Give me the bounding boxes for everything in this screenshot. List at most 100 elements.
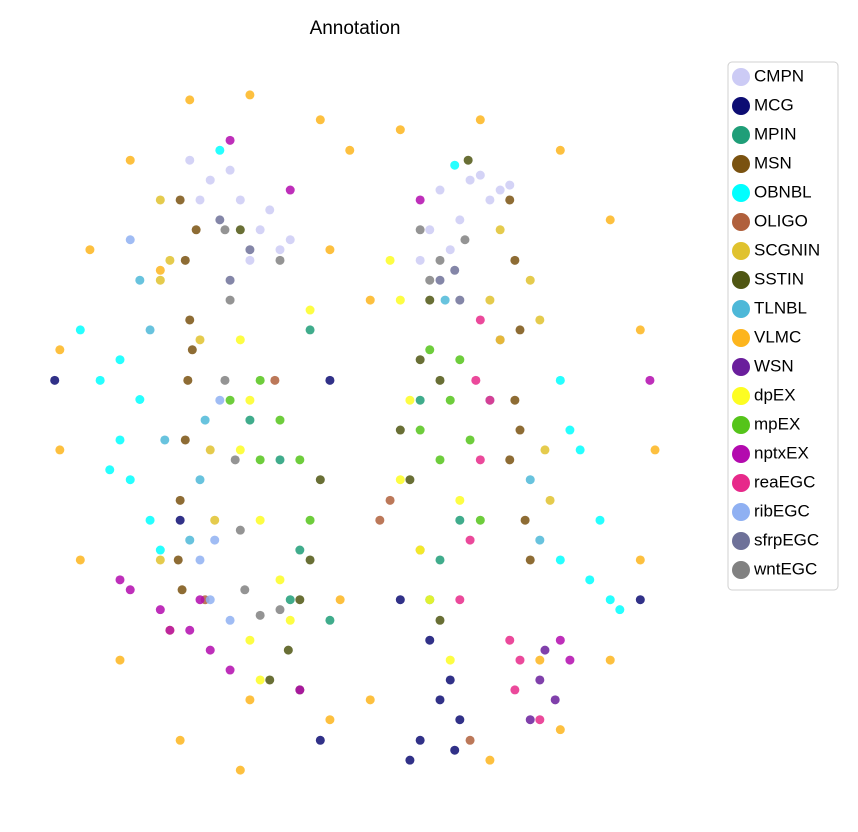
point bbox=[650, 445, 660, 455]
point bbox=[205, 595, 215, 605]
point bbox=[235, 225, 245, 235]
legend-label: CMPN bbox=[754, 66, 804, 85]
point bbox=[415, 545, 425, 555]
legend-marker bbox=[732, 329, 750, 347]
point bbox=[475, 315, 485, 325]
point bbox=[455, 355, 465, 365]
point bbox=[275, 605, 285, 615]
point bbox=[175, 515, 185, 525]
legend-label: mpEX bbox=[754, 414, 800, 433]
point bbox=[185, 95, 195, 105]
point bbox=[245, 90, 255, 100]
point bbox=[635, 595, 645, 605]
legend-marker bbox=[732, 213, 750, 231]
point bbox=[605, 215, 615, 225]
legend-label: sfrpEGC bbox=[754, 530, 819, 549]
point bbox=[225, 165, 235, 175]
point bbox=[535, 715, 545, 725]
point bbox=[425, 225, 435, 235]
point bbox=[540, 445, 550, 455]
point bbox=[210, 535, 220, 545]
point bbox=[55, 445, 65, 455]
point bbox=[125, 155, 135, 165]
point bbox=[215, 145, 225, 155]
point bbox=[510, 685, 520, 695]
point bbox=[475, 115, 485, 125]
point bbox=[215, 395, 225, 405]
point bbox=[450, 265, 460, 275]
point bbox=[405, 755, 415, 765]
point bbox=[415, 735, 425, 745]
point bbox=[75, 325, 85, 335]
point bbox=[295, 595, 305, 605]
point bbox=[515, 425, 525, 435]
point bbox=[220, 225, 230, 235]
point bbox=[495, 225, 505, 235]
point bbox=[455, 515, 465, 525]
point bbox=[305, 515, 315, 525]
point bbox=[325, 375, 335, 385]
point bbox=[505, 635, 515, 645]
point bbox=[125, 585, 135, 595]
point bbox=[510, 395, 520, 405]
point bbox=[505, 195, 515, 205]
point bbox=[485, 295, 495, 305]
point bbox=[160, 435, 170, 445]
point bbox=[165, 625, 175, 635]
point bbox=[155, 265, 165, 275]
point bbox=[515, 655, 525, 665]
point bbox=[295, 545, 305, 555]
legend-label: wntEGC bbox=[753, 559, 817, 578]
point bbox=[315, 115, 325, 125]
point bbox=[225, 395, 235, 405]
point bbox=[225, 615, 235, 625]
point bbox=[455, 595, 465, 605]
point bbox=[115, 575, 125, 585]
legend-marker bbox=[732, 155, 750, 173]
point bbox=[455, 295, 465, 305]
point bbox=[215, 215, 225, 225]
point bbox=[275, 255, 285, 265]
point bbox=[395, 475, 405, 485]
point bbox=[173, 555, 183, 565]
legend-label: SCGNIN bbox=[754, 240, 820, 259]
point bbox=[185, 315, 195, 325]
point bbox=[535, 535, 545, 545]
point bbox=[125, 235, 135, 245]
point bbox=[475, 515, 485, 525]
point bbox=[135, 395, 145, 404]
legend-label: reaEGC bbox=[754, 472, 815, 491]
point bbox=[50, 375, 60, 385]
point bbox=[205, 445, 215, 455]
point bbox=[187, 345, 197, 355]
point bbox=[255, 610, 265, 620]
point bbox=[105, 465, 115, 475]
point bbox=[245, 245, 255, 255]
point bbox=[255, 375, 265, 385]
point bbox=[240, 585, 250, 595]
point bbox=[285, 615, 295, 625]
point bbox=[435, 255, 445, 265]
point bbox=[605, 655, 615, 665]
point bbox=[635, 555, 645, 565]
point bbox=[135, 275, 145, 285]
point bbox=[535, 675, 545, 685]
point bbox=[395, 595, 405, 605]
point bbox=[235, 335, 245, 345]
point bbox=[525, 275, 535, 285]
point bbox=[185, 155, 195, 165]
point bbox=[395, 125, 405, 135]
point bbox=[185, 625, 195, 635]
point bbox=[245, 395, 255, 405]
point bbox=[540, 645, 550, 655]
legend-label: VLMC bbox=[754, 327, 801, 346]
point bbox=[445, 245, 455, 255]
point bbox=[555, 555, 565, 565]
point bbox=[95, 375, 105, 385]
legend-marker bbox=[732, 126, 750, 144]
point bbox=[270, 375, 280, 385]
legend-label: MPIN bbox=[754, 124, 797, 143]
point bbox=[425, 295, 435, 305]
point bbox=[550, 695, 560, 705]
